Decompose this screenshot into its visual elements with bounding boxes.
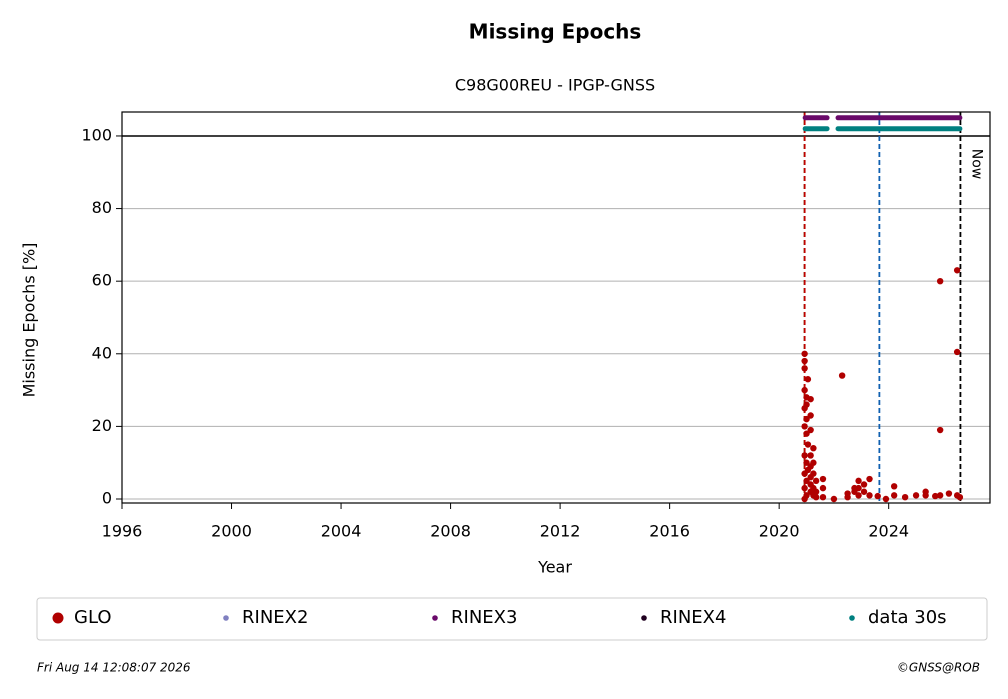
- data-point: [803, 415, 810, 423]
- data-point: [803, 430, 810, 437]
- legend-marker: [641, 615, 647, 621]
- data-point: [851, 488, 858, 495]
- x-tick-label: 2020: [759, 522, 800, 541]
- data-point: [801, 350, 808, 357]
- data-point: [801, 357, 808, 365]
- y-tick-label: 20: [92, 416, 112, 435]
- data-point: [855, 484, 862, 492]
- data-point: [801, 484, 808, 492]
- data-point: [803, 477, 810, 485]
- data-point: [890, 492, 898, 499]
- data-point: [801, 365, 808, 372]
- x-tick-label: 2000: [211, 522, 252, 541]
- data-point: [810, 459, 817, 466]
- event-label: Now: [968, 149, 984, 180]
- chart-subtitle: C98G00REU - IPGP-GNSS: [455, 76, 655, 95]
- data-point: [803, 459, 810, 466]
- legend-label: RINEX2: [242, 607, 308, 628]
- data-point: [812, 488, 820, 495]
- data-point: [855, 492, 862, 499]
- x-tick-label: 1996: [102, 522, 143, 541]
- legend-label: GLO: [74, 607, 112, 628]
- y-tick-label: 40: [92, 343, 112, 362]
- legend-label: RINEX3: [451, 607, 517, 628]
- legend-marker: [432, 615, 438, 621]
- data-point: [807, 452, 814, 459]
- data-point: [844, 493, 851, 501]
- legend-box: [36, 597, 988, 641]
- data-point: [890, 483, 898, 490]
- data-point: [810, 444, 817, 452]
- data-point: [866, 492, 873, 499]
- data-point: [801, 452, 808, 459]
- data-point: [936, 277, 944, 285]
- data-point: [956, 493, 964, 501]
- y-tick-label: 0: [102, 489, 112, 508]
- data-point: [874, 492, 881, 500]
- data-point: [807, 395, 814, 403]
- data-point: [922, 492, 929, 499]
- legend-label: RINEX4: [660, 607, 726, 628]
- legend-marker: [52, 612, 64, 624]
- data-point: [945, 490, 953, 497]
- data-point: [804, 441, 812, 448]
- y-axis-label: Missing Epochs [%]: [20, 243, 39, 398]
- data-point: [932, 492, 939, 500]
- data-point: [838, 372, 846, 379]
- data-point: [901, 493, 909, 501]
- legend-label: data 30s: [868, 607, 947, 628]
- data-point: [819, 493, 827, 501]
- x-tick-label: 2024: [868, 522, 909, 541]
- data-point: [855, 477, 862, 485]
- legend-marker: [849, 615, 855, 621]
- data-point: [860, 481, 868, 488]
- x-tick-label: 2004: [321, 522, 362, 541]
- data-point: [936, 492, 944, 499]
- data-point: [819, 475, 827, 483]
- x-tick-label: 2012: [540, 522, 581, 541]
- data-point: [819, 484, 827, 492]
- data-point: [812, 493, 820, 501]
- data-point: [866, 475, 873, 483]
- data-point: [882, 495, 890, 503]
- data-point: [801, 386, 808, 394]
- data-point: [810, 470, 817, 477]
- data-point: [953, 348, 961, 356]
- footer-date: Fri Aug 14 12:08:07 2026: [37, 661, 191, 675]
- data-point: [830, 495, 838, 503]
- chart-title: Missing Epochs: [469, 20, 642, 44]
- data-point: [912, 492, 920, 499]
- y-tick-label: 80: [92, 198, 112, 217]
- y-tick-label: 100: [81, 125, 112, 144]
- data-point: [801, 423, 808, 430]
- data-point: [860, 488, 868, 495]
- footer-credit: ©GNSS@ROB: [897, 661, 980, 675]
- x-tick-label: 2016: [649, 522, 690, 541]
- data-point: [803, 401, 810, 408]
- data-point: [804, 376, 812, 383]
- data-point: [807, 412, 814, 419]
- legend-marker: [223, 615, 229, 621]
- data-point: [803, 492, 810, 499]
- x-axis-label: Year: [537, 558, 572, 577]
- plot-frame: [121, 111, 991, 504]
- y-tick-label: 60: [92, 271, 112, 290]
- data-point: [807, 426, 814, 434]
- data-point: [953, 267, 961, 274]
- data-point: [936, 426, 944, 434]
- data-point: [812, 477, 820, 485]
- x-tick-label: 2008: [430, 522, 471, 541]
